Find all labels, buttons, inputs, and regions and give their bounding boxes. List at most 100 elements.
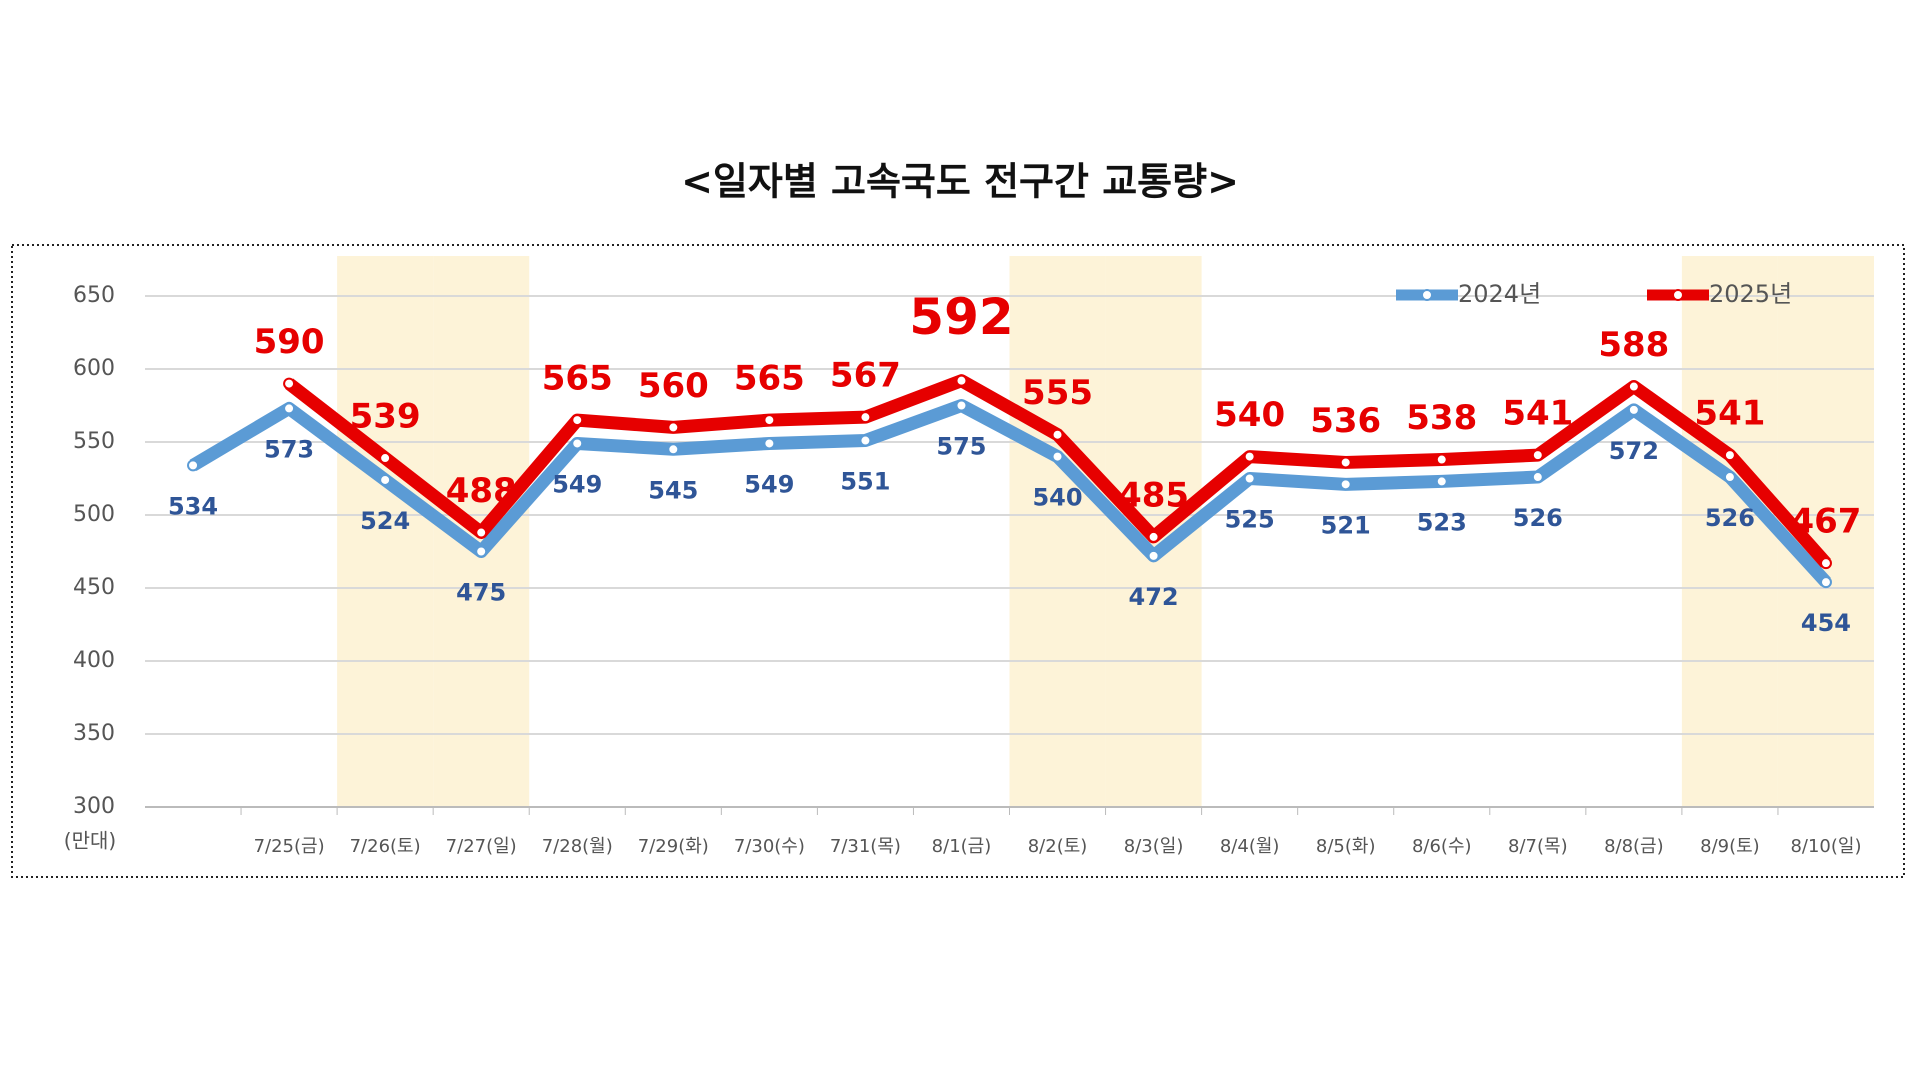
point <box>859 411 872 424</box>
point <box>1339 456 1352 469</box>
data-label: 526 <box>1513 504 1563 532</box>
data-label: 541 <box>1694 394 1765 434</box>
point <box>1819 557 1832 570</box>
legend-marker <box>1421 289 1433 301</box>
data-label: 485 <box>1118 475 1189 515</box>
point <box>1243 450 1256 463</box>
chart-title: <일자별 고속국도 전구간 교통량> <box>681 160 1239 204</box>
data-label: 540 <box>1214 395 1285 435</box>
data-label: 534 <box>168 492 218 520</box>
data-label: 565 <box>734 359 805 399</box>
point <box>859 434 872 447</box>
data-label: 573 <box>264 435 314 463</box>
x-tick-label: 8/5(화) <box>1316 836 1376 857</box>
y-tick-label: 400 <box>73 648 115 673</box>
data-label: 575 <box>936 433 986 461</box>
data-label: 549 <box>744 470 794 498</box>
point <box>283 402 296 415</box>
x-tick-label: 7/31(목) <box>830 836 901 857</box>
y-tick-label: 350 <box>73 721 115 746</box>
point <box>475 526 488 539</box>
point <box>571 437 584 450</box>
data-label: 538 <box>1406 398 1477 438</box>
point <box>1435 475 1448 488</box>
data-label: 488 <box>446 471 517 511</box>
data-label: 565 <box>542 359 613 399</box>
data-label: 525 <box>1225 506 1275 534</box>
x-tick-label: 8/8(금) <box>1604 836 1664 857</box>
data-label: 541 <box>1502 394 1573 434</box>
data-label: 536 <box>1310 401 1381 441</box>
y-unit-label: (만대) <box>64 829 116 853</box>
x-tick-label: 8/9(토) <box>1700 836 1760 857</box>
point <box>955 374 968 387</box>
data-label: 539 <box>350 397 421 437</box>
legend-label: 2024년 <box>1458 280 1541 308</box>
y-tick-label: 600 <box>73 356 115 381</box>
y-tick-label: 500 <box>73 502 115 527</box>
data-label: 588 <box>1598 325 1669 365</box>
point <box>1147 549 1160 562</box>
point <box>187 459 200 472</box>
point <box>1051 450 1064 463</box>
data-label: 526 <box>1705 504 1755 532</box>
point <box>1627 403 1640 416</box>
weekend-shade <box>1009 256 1106 807</box>
legend-label: 2025년 <box>1709 280 1792 308</box>
x-tick-label: 8/3(일) <box>1124 836 1184 857</box>
point <box>1723 449 1736 462</box>
y-tick-label: 650 <box>73 283 115 308</box>
point <box>1339 478 1352 491</box>
point <box>475 545 488 558</box>
data-label: 454 <box>1801 609 1851 637</box>
data-label: 475 <box>456 579 506 607</box>
x-tick-label: 7/28(월) <box>542 836 613 857</box>
data-label: 549 <box>552 470 602 498</box>
point <box>1627 380 1640 393</box>
legend-marker <box>1672 289 1684 301</box>
data-label: 524 <box>360 507 410 535</box>
point <box>1819 576 1832 589</box>
data-label: 551 <box>840 468 890 496</box>
x-tick-label: 8/10(일) <box>1790 836 1861 857</box>
data-label: 545 <box>648 476 698 504</box>
point <box>1147 530 1160 543</box>
series-line <box>189 399 1831 587</box>
x-tick-label: 7/29(화) <box>638 836 709 857</box>
point <box>1051 428 1064 441</box>
point <box>283 377 296 390</box>
data-label: 590 <box>254 322 325 362</box>
data-label: 521 <box>1321 511 1371 539</box>
x-tick-label: 7/25(금) <box>254 836 325 857</box>
data-label: 472 <box>1129 583 1179 611</box>
point <box>763 437 776 450</box>
x-tick-label: 7/30(수) <box>734 836 805 857</box>
point <box>1243 472 1256 485</box>
x-tick-label: 8/2(토) <box>1028 836 1088 857</box>
point <box>1435 453 1448 466</box>
point <box>667 421 680 434</box>
y-tick-label: 450 <box>73 575 115 600</box>
x-tick-label: 7/26(토) <box>350 836 421 857</box>
data-label: 560 <box>638 366 709 406</box>
point <box>379 473 392 486</box>
weekend-shade <box>1681 256 1778 807</box>
point <box>1531 449 1544 462</box>
data-label: 523 <box>1417 508 1467 536</box>
x-tick-label: 8/7(목) <box>1508 836 1568 857</box>
x-tick-label: 8/1(금) <box>932 836 992 857</box>
y-tick-label: 300 <box>73 794 115 819</box>
y-tick-label: 550 <box>73 429 115 454</box>
point <box>1723 471 1736 484</box>
point <box>379 452 392 465</box>
data-label: 555 <box>1022 373 1093 413</box>
point <box>667 443 680 456</box>
point <box>1531 471 1544 484</box>
data-label: 592 <box>909 288 1013 346</box>
x-tick-label: 7/27(일) <box>446 836 517 857</box>
point <box>571 414 584 427</box>
x-tick-label: 8/6(수) <box>1412 836 1472 857</box>
chart-frame <box>11 244 1905 878</box>
data-label: 467 <box>1790 502 1861 542</box>
